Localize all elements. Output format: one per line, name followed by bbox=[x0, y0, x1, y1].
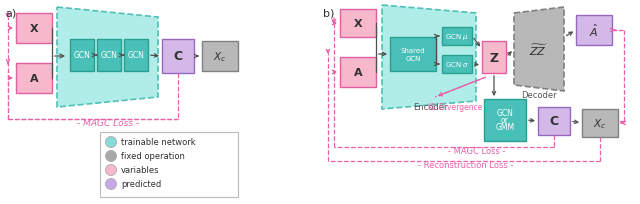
Text: Z: Z bbox=[490, 51, 499, 64]
Text: X: X bbox=[29, 24, 38, 34]
Circle shape bbox=[106, 151, 116, 162]
Text: variables: variables bbox=[121, 166, 159, 175]
Bar bbox=[482, 42, 506, 74]
Bar bbox=[340, 10, 376, 38]
Polygon shape bbox=[382, 6, 476, 110]
Text: GCN: GCN bbox=[100, 51, 117, 60]
Bar bbox=[202, 42, 238, 72]
Circle shape bbox=[106, 165, 116, 176]
Text: trainable network: trainable network bbox=[121, 138, 196, 147]
Text: GCN: GCN bbox=[405, 56, 420, 62]
Text: $X_c$: $X_c$ bbox=[593, 116, 607, 130]
Text: fixed operation: fixed operation bbox=[121, 152, 185, 161]
Circle shape bbox=[106, 137, 116, 148]
Bar bbox=[16, 14, 52, 44]
Text: GCN: GCN bbox=[127, 51, 145, 60]
Text: GMM: GMM bbox=[495, 123, 515, 132]
Text: Encoder: Encoder bbox=[413, 103, 447, 112]
Text: A: A bbox=[29, 74, 38, 84]
Text: KL-Divergence: KL-Divergence bbox=[428, 103, 483, 112]
Bar bbox=[390, 38, 436, 72]
Text: b): b) bbox=[323, 8, 334, 18]
Text: C: C bbox=[549, 115, 559, 128]
Bar bbox=[582, 110, 618, 137]
Bar bbox=[442, 56, 472, 74]
Text: Decoder: Decoder bbox=[521, 91, 557, 100]
Bar bbox=[484, 100, 526, 141]
Text: - Reconstruction Loss -: - Reconstruction Loss - bbox=[419, 161, 514, 170]
Text: C: C bbox=[173, 50, 182, 63]
Bar bbox=[97, 40, 121, 72]
Polygon shape bbox=[57, 8, 158, 108]
Text: predicted: predicted bbox=[121, 180, 161, 188]
Bar bbox=[124, 40, 148, 72]
Text: $\widetilde{ZZ}$: $\widetilde{ZZ}$ bbox=[529, 42, 548, 57]
Bar bbox=[70, 40, 94, 72]
Text: or: or bbox=[501, 116, 509, 125]
Bar bbox=[576, 16, 612, 46]
Text: $\hat{A}$: $\hat{A}$ bbox=[589, 23, 598, 39]
Text: GCN $\mu$: GCN $\mu$ bbox=[445, 32, 469, 42]
Bar bbox=[162, 40, 194, 74]
Text: Shared: Shared bbox=[401, 48, 425, 54]
Bar bbox=[100, 132, 238, 197]
Text: GCN: GCN bbox=[74, 51, 90, 60]
Text: $X_c$: $X_c$ bbox=[213, 50, 227, 64]
Text: - MAGC Loss -: - MAGC Loss - bbox=[77, 119, 139, 128]
Text: X: X bbox=[354, 19, 362, 29]
Text: GCN: GCN bbox=[497, 109, 513, 118]
Text: a): a) bbox=[5, 8, 16, 18]
Polygon shape bbox=[514, 8, 564, 92]
Bar bbox=[538, 108, 570, 135]
Text: - MAGC Loss -: - MAGC Loss - bbox=[448, 147, 506, 156]
Circle shape bbox=[106, 179, 116, 190]
Bar bbox=[442, 28, 472, 46]
Text: A: A bbox=[354, 68, 362, 78]
Bar bbox=[340, 58, 376, 88]
Text: GCN $\sigma$: GCN $\sigma$ bbox=[445, 60, 469, 69]
Bar bbox=[16, 64, 52, 94]
